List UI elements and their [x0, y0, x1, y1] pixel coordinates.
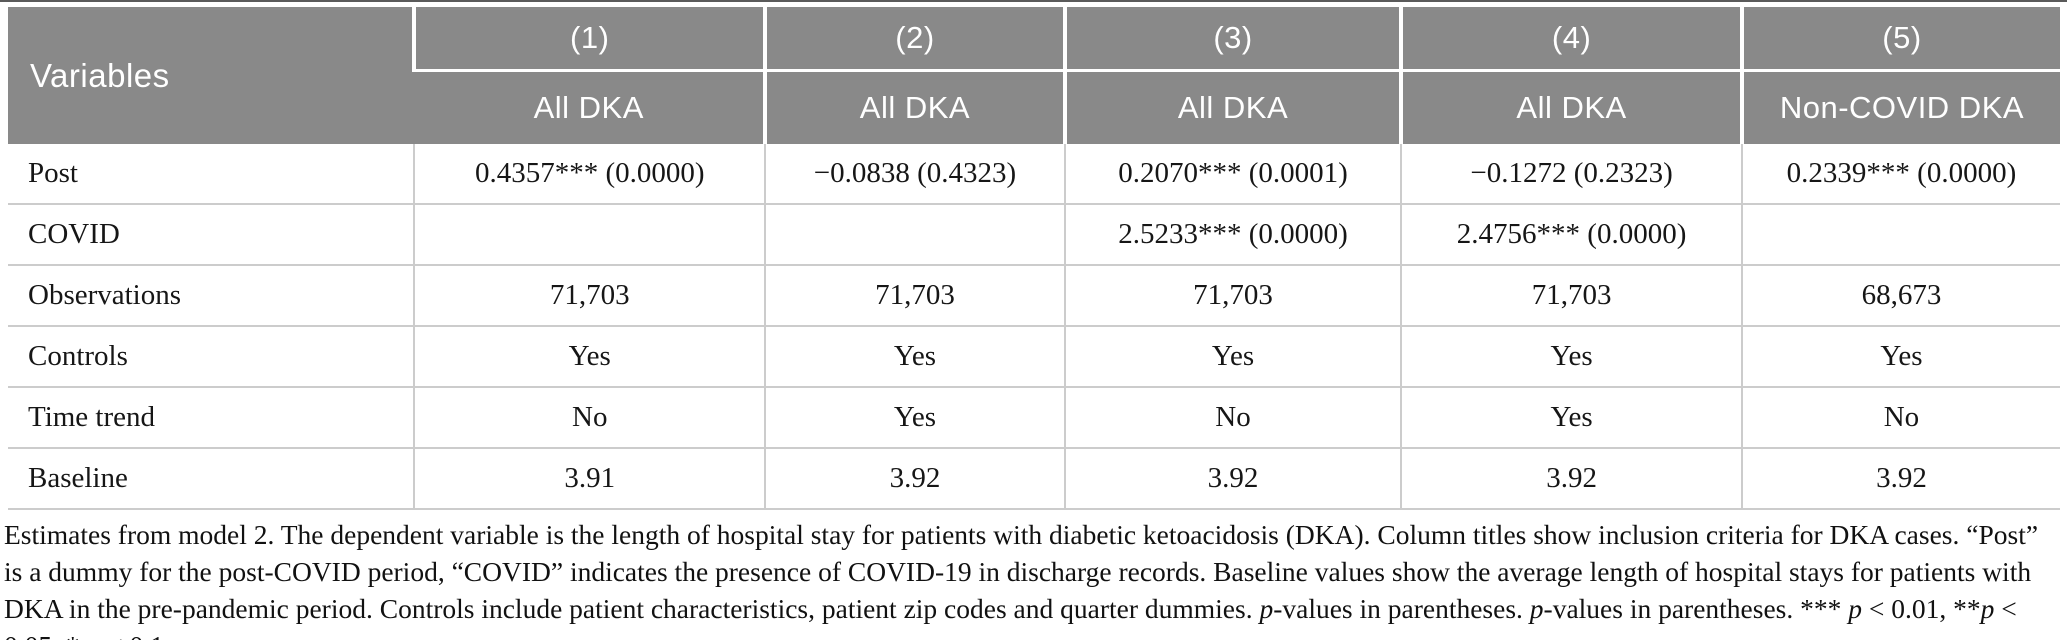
row-label: Baseline [8, 447, 415, 510]
cell-value: Yes [1740, 325, 2060, 387]
table-row-time-trend: Time trend No Yes No Yes No [8, 386, 2060, 448]
header-col-4-number: (4) [1399, 7, 1742, 72]
header-col-5-number: (5) [1739, 7, 2060, 72]
cell-value: 2.5233*** (0.0000) [1063, 203, 1402, 265]
row-label: Time trend [8, 386, 415, 448]
header-row-numbers: Variables (1) (2) (3) (4) (5) [8, 7, 2060, 144]
cell-value: 3.91 [413, 447, 766, 510]
cell-value: No [1740, 386, 2060, 448]
row-label: COVID [8, 203, 415, 265]
cell-value: 71,703 [413, 264, 766, 326]
cell-value: 71,703 [1400, 264, 1742, 326]
cell-value: 3.92 [1740, 447, 2060, 510]
footnote-text: < 0.01, ** [1861, 593, 1981, 624]
footnote-text: < 0.05, * [4, 593, 2017, 640]
table-row-baseline: Baseline 3.91 3.92 3.92 3.92 3.92 [8, 447, 2060, 510]
cell-value: −0.0838 (0.4323) [764, 144, 1065, 204]
footnote-p-italic: p [1259, 593, 1274, 624]
cell-value: Yes [413, 325, 766, 387]
footnote-text: -values in parentheses. *** [1543, 593, 1849, 624]
footnote-p-italic: p [1529, 593, 1544, 624]
cell-value: −0.1272 (0.2323) [1400, 144, 1742, 204]
footnote-text: Estimates from model 2. The dependent va… [4, 519, 2039, 624]
results-table-container: Variables (1) (2) (3) (4) (5) All DKA Al… [8, 7, 2060, 510]
cell-value [413, 203, 766, 265]
cell-value [1740, 203, 2060, 265]
cell-value: No [1063, 386, 1402, 448]
header-variables: Variables [8, 7, 415, 144]
header-row-titles: All DKA All DKA All DKA All DKA Non-COVI… [8, 70, 2060, 144]
footnote-p-italic: p [1980, 593, 1995, 624]
table-header: Variables (1) (2) (3) (4) (5) All DKA Al… [8, 7, 2060, 144]
row-label: Controls [8, 325, 415, 387]
header-col-3-title: All DKA [1062, 70, 1402, 144]
header-col-4-title: All DKA [1399, 70, 1742, 144]
footnote-text: < 0.1. [100, 630, 171, 640]
cell-value: Yes [764, 386, 1065, 448]
row-label: Post [8, 144, 415, 204]
regression-results-table: Variables (1) (2) (3) (4) (5) All DKA Al… [8, 7, 2060, 510]
table-row-covid: COVID 2.5233*** (0.0000) 2.4756*** (0.00… [8, 203, 2060, 265]
cell-value: 2.4756*** (0.0000) [1400, 203, 1742, 265]
header-col-2-number: (2) [763, 7, 1065, 72]
cell-value [764, 203, 1065, 265]
cell-value: 3.92 [1063, 447, 1402, 510]
row-label: Observations [8, 264, 415, 326]
table-footnote: Estimates from model 2. The dependent va… [4, 516, 2062, 640]
cell-value: 71,703 [764, 264, 1065, 326]
footnote-p-italic: p [1848, 593, 1862, 624]
cell-value: Yes [1400, 386, 1742, 448]
cell-value: No [413, 386, 766, 448]
header-col-1-number: (1) [412, 7, 766, 72]
cell-value: 3.92 [1400, 447, 1742, 510]
table-body: Post 0.4357*** (0.0000) −0.0838 (0.4323)… [8, 144, 2060, 510]
cell-value: 3.92 [764, 447, 1065, 510]
cell-value: 0.4357*** (0.0000) [413, 144, 766, 204]
table-row-observations: Observations 71,703 71,703 71,703 71,703… [8, 264, 2060, 326]
header-col-5-title: Non-COVID DKA [1739, 70, 2060, 144]
cell-value: 71,703 [1063, 264, 1402, 326]
table-row-post: Post 0.4357*** (0.0000) −0.0838 (0.4323)… [8, 144, 2060, 204]
header-col-1-title: All DKA [414, 70, 766, 144]
table-row-controls: Controls Yes Yes Yes Yes Yes [8, 325, 2060, 387]
cell-value: 0.2339*** (0.0000) [1740, 144, 2060, 204]
cell-value: Yes [764, 325, 1065, 387]
footnote-text: -values in parentheses. [1273, 593, 1530, 624]
cell-value: 68,673 [1740, 264, 2060, 326]
cell-value: Yes [1063, 325, 1402, 387]
cell-value: 0.2070*** (0.0001) [1063, 144, 1402, 204]
cell-value: Yes [1400, 325, 1742, 387]
table-top-rule [0, 0, 2067, 2]
header-col-2-title: All DKA [763, 70, 1065, 144]
header-col-3-number: (3) [1062, 7, 1402, 72]
footnote-p-italic: p [87, 630, 101, 640]
